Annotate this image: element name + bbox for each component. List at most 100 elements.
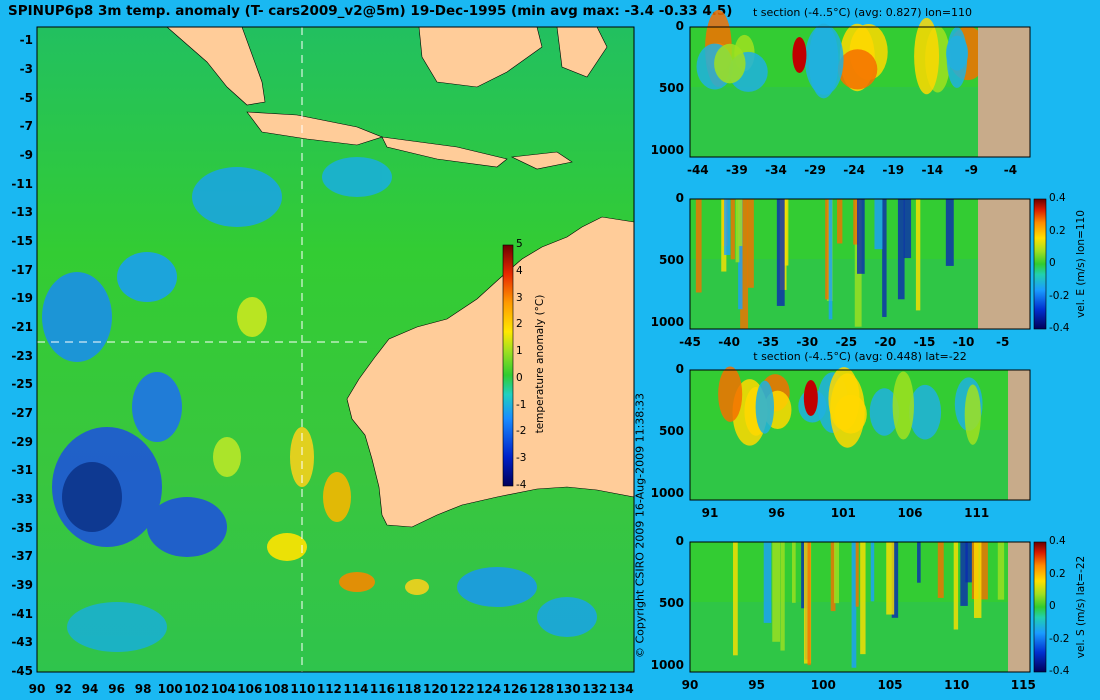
- map-x-tick: 128: [529, 682, 555, 696]
- map-colorbar: [502, 244, 514, 487]
- velocity-band: [780, 542, 785, 651]
- section-x-tick: -9: [964, 163, 979, 177]
- section-anomaly: [837, 49, 878, 90]
- copyright-text: © Copyright CSIRO 2009 16-Aug-2009 11:38…: [633, 393, 647, 659]
- map-x-tick: 110: [290, 682, 316, 696]
- vel-s-colorbar: [1033, 541, 1047, 673]
- section-colorbar-tick: 0.4: [1049, 192, 1066, 204]
- map-anomaly-patches: [42, 157, 597, 652]
- velocity-band: [891, 542, 899, 618]
- section-colorbar-tick: 0.2: [1049, 567, 1066, 580]
- map-y-tick: -21: [11, 320, 33, 334]
- java: [246, 111, 383, 146]
- map-x-tick: 122: [449, 682, 475, 696]
- section-anomaly: [869, 388, 900, 436]
- velocity-band: [747, 199, 754, 288]
- section-x-tick: 110: [944, 678, 970, 692]
- velocity-band: [837, 199, 843, 244]
- section-colorbar-tick: 0.2: [1049, 224, 1066, 237]
- map-x-tick: 132: [582, 682, 608, 696]
- section-land: [978, 199, 1030, 329]
- section-anomaly: [946, 35, 969, 71]
- velocity-band: [937, 542, 944, 598]
- velocity-band: [733, 542, 738, 656]
- map-y-tick: -27: [11, 406, 33, 420]
- section-x-tick: -44: [686, 163, 709, 177]
- velocity-band: [828, 199, 833, 320]
- section-x-tick: 95: [748, 678, 765, 692]
- map-x-tick: 134: [608, 682, 634, 696]
- map-y-tick: -29: [11, 434, 33, 449]
- section-colorbar-tick: 0.4: [1049, 535, 1066, 547]
- map-colorbar-tick: -2: [516, 425, 527, 438]
- section-y-tick: 1000: [650, 142, 684, 157]
- vel-s-colorbar-label: vel. S (m/s) lat=-22: [1075, 555, 1087, 659]
- velocity-band: [997, 542, 1005, 600]
- section-x-tick: 101: [830, 506, 856, 520]
- section-x-tick: -10: [952, 335, 975, 349]
- vel-e-section-panel: [689, 198, 1031, 330]
- map-x-tick: 130: [555, 682, 581, 696]
- section-land: [1008, 542, 1030, 672]
- velocity-band: [965, 542, 972, 583]
- sumatra: [166, 26, 266, 106]
- velocity-band: [886, 542, 895, 615]
- section-x-tick: 91: [701, 506, 719, 520]
- velocity-band: [834, 542, 840, 604]
- section-x-tick: -45: [679, 335, 701, 349]
- map-x-tick: 114: [343, 682, 369, 696]
- map-land: [166, 26, 635, 528]
- map-colorbar-tick: 3: [516, 291, 523, 304]
- velocity-band: [825, 199, 829, 300]
- section-colorbar-tick: -0.4: [1049, 665, 1070, 677]
- t-section-lon-panel: [689, 10, 1031, 158]
- velocity-band: [882, 199, 887, 317]
- section-y-tick: 0: [675, 362, 684, 376]
- section-hot-core: [792, 37, 807, 73]
- map-x-tick: 94: [81, 682, 99, 696]
- map-colorbar-tick: -1: [516, 398, 527, 411]
- section-x-tick: -25: [835, 335, 858, 349]
- t-section-lat-panel: [689, 366, 1031, 501]
- section-x-tick: -39: [726, 163, 748, 177]
- vel-e-colorbar-label: vel. E (m/s) lon=110: [1075, 210, 1087, 318]
- section-colorbar-tick: -0.2: [1049, 289, 1070, 302]
- map-y-tick: -3: [19, 62, 33, 76]
- map-y-tick: -1: [19, 33, 33, 48]
- velocity-band: [853, 199, 859, 245]
- section-x-tick: 96: [768, 506, 785, 520]
- velocity-band: [897, 199, 905, 300]
- velocity-band: [980, 542, 988, 600]
- map-x-tick: 126: [502, 682, 528, 696]
- velocity-band: [772, 542, 781, 642]
- section-land: [1008, 370, 1030, 500]
- map-y-tick: -33: [11, 492, 33, 506]
- section-x-tick: 100: [810, 678, 836, 692]
- section-hot-core: [803, 380, 818, 416]
- map-y-tick: -35: [11, 520, 33, 535]
- map-x-tick: 106: [237, 682, 263, 696]
- map-y-tick: -45: [11, 664, 33, 678]
- velocity-band: [960, 542, 968, 606]
- section-anomaly: [804, 24, 844, 95]
- velocity-band: [763, 542, 772, 623]
- map-y-tick: -5: [19, 90, 33, 105]
- section-land: [978, 27, 1030, 157]
- velocity-band: [945, 199, 954, 266]
- section-x-tick: -20: [874, 335, 897, 349]
- section-x-tick: -34: [765, 163, 787, 177]
- map-colorbar-tick: -4: [516, 479, 527, 491]
- map-y-tick: -9: [19, 148, 33, 162]
- vel-s-section-panel: [689, 541, 1031, 673]
- map-y-tick: -41: [11, 606, 33, 621]
- section-y-tick: 1000: [650, 485, 684, 500]
- map-x-tick: 124: [476, 682, 502, 696]
- section-x-tick: 90: [681, 678, 699, 692]
- section-anomaly: [964, 384, 981, 445]
- section-colorbar-tick: 0: [1049, 600, 1056, 612]
- panel1-title: t section (-4..5°C) (avg: 0.827) lon=110: [752, 6, 973, 19]
- section-anomaly: [828, 367, 860, 431]
- section-x-tick: 105: [877, 678, 903, 692]
- velocity-band: [851, 542, 857, 668]
- velocity-band: [860, 542, 866, 655]
